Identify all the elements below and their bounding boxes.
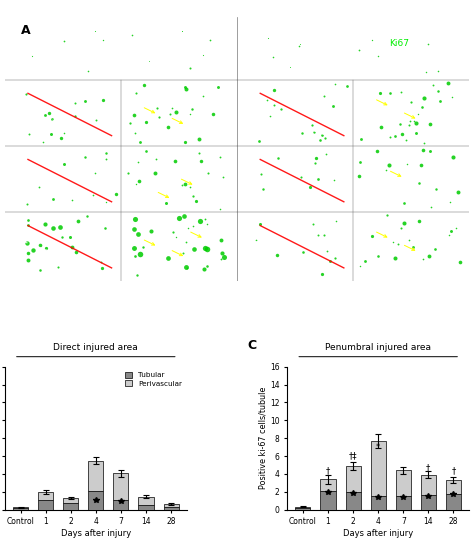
Bar bbox=[13, 507, 28, 509]
Bar bbox=[88, 460, 103, 491]
Text: Day 2: Day 2 bbox=[10, 170, 15, 188]
Text: C: C bbox=[247, 340, 256, 352]
Bar bbox=[138, 497, 154, 505]
Text: †‡: †‡ bbox=[349, 451, 357, 460]
Bar bbox=[88, 491, 103, 510]
Bar bbox=[346, 492, 361, 510]
Bar bbox=[38, 500, 53, 510]
Text: †: † bbox=[426, 463, 430, 472]
Text: 400x: 400x bbox=[169, 23, 189, 32]
Text: Day 14: Day 14 bbox=[243, 168, 247, 191]
Bar bbox=[421, 475, 436, 495]
Bar bbox=[138, 505, 154, 510]
Bar bbox=[164, 504, 179, 507]
Legend: Tubular, Perivascular: Tubular, Perivascular bbox=[123, 370, 183, 388]
Bar bbox=[396, 496, 411, 510]
X-axis label: Days after injury: Days after injury bbox=[61, 529, 131, 538]
Bar bbox=[446, 480, 461, 494]
Bar bbox=[63, 498, 78, 502]
Text: †: † bbox=[451, 466, 456, 475]
X-axis label: Days after injury: Days after injury bbox=[343, 529, 413, 538]
Bar bbox=[63, 502, 78, 510]
Text: Penumbral injured area: Penumbral injured area bbox=[325, 343, 431, 352]
Text: 100x: 100x bbox=[285, 23, 305, 32]
Text: *: * bbox=[376, 443, 380, 452]
Text: A: A bbox=[21, 24, 31, 37]
Y-axis label: Positive ki-67 cells/tubule: Positive ki-67 cells/tubule bbox=[258, 387, 267, 489]
Text: 100x: 100x bbox=[53, 23, 73, 32]
Bar bbox=[13, 509, 28, 510]
Bar bbox=[346, 466, 361, 492]
Bar bbox=[38, 493, 53, 500]
Text: Control: Control bbox=[10, 37, 15, 60]
Bar bbox=[320, 491, 336, 510]
Bar bbox=[421, 495, 436, 510]
Bar bbox=[371, 441, 386, 496]
Bar bbox=[164, 507, 179, 510]
Text: Direct injured area: Direct injured area bbox=[54, 343, 138, 352]
Bar bbox=[113, 500, 128, 510]
Text: Day 4: Day 4 bbox=[10, 236, 15, 255]
Text: 400x: 400x bbox=[401, 23, 421, 32]
Bar bbox=[371, 496, 386, 510]
Bar bbox=[113, 474, 128, 500]
Text: Day 7: Day 7 bbox=[243, 104, 247, 122]
Bar bbox=[320, 479, 336, 491]
Text: †: † bbox=[326, 466, 330, 475]
Bar bbox=[446, 494, 461, 510]
Text: Ki67: Ki67 bbox=[390, 39, 410, 48]
Bar bbox=[295, 506, 310, 508]
Bar bbox=[396, 470, 411, 496]
Bar bbox=[295, 508, 310, 510]
Text: Day 1: Day 1 bbox=[10, 104, 15, 122]
Text: Day 28: Day 28 bbox=[243, 234, 247, 257]
